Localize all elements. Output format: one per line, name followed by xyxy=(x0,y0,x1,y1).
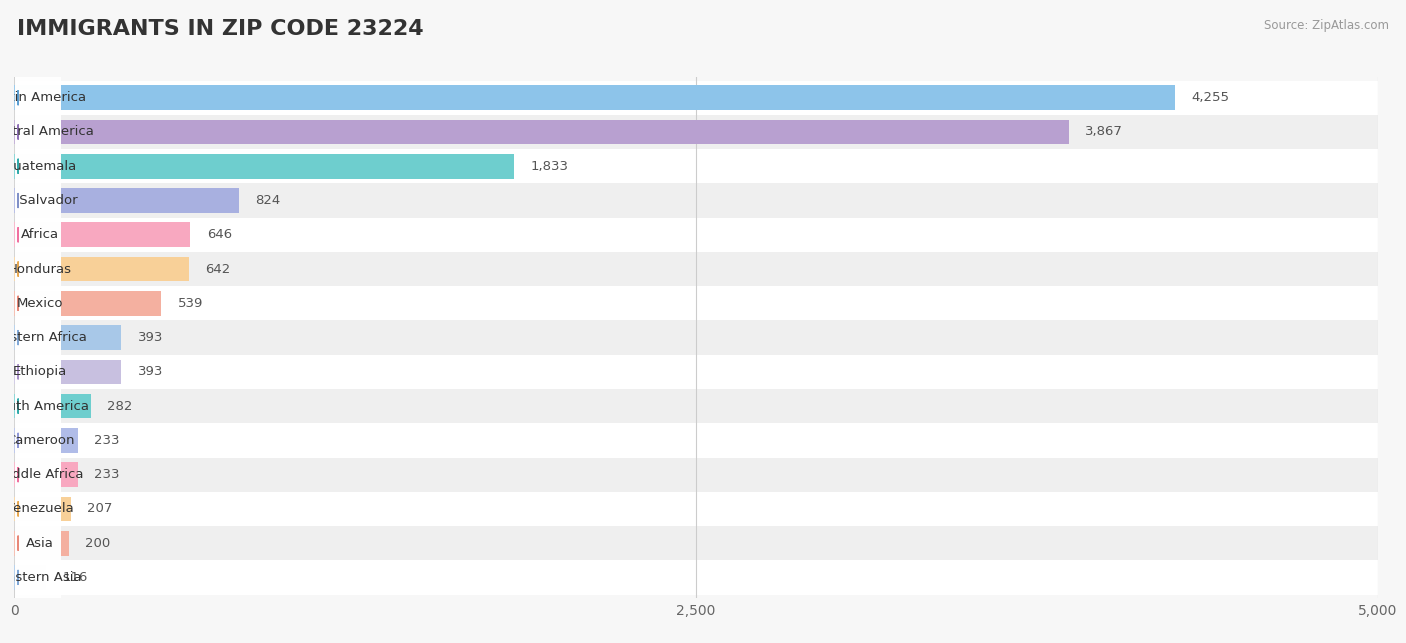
Bar xyxy=(14,359,121,384)
Text: Mexico: Mexico xyxy=(17,297,63,310)
Bar xyxy=(14,80,1378,115)
Bar xyxy=(14,188,239,213)
Text: El Salvador: El Salvador xyxy=(3,194,77,207)
Text: Eastern Asia: Eastern Asia xyxy=(0,571,82,584)
Text: 393: 393 xyxy=(138,365,163,378)
Bar xyxy=(14,154,515,179)
Bar xyxy=(14,291,162,316)
FancyBboxPatch shape xyxy=(15,123,60,278)
Text: Guatemala: Guatemala xyxy=(3,159,77,173)
Text: 642: 642 xyxy=(205,262,231,276)
Bar xyxy=(14,257,190,282)
FancyBboxPatch shape xyxy=(15,466,60,620)
Text: Africa: Africa xyxy=(21,228,59,241)
Text: Eastern Africa: Eastern Africa xyxy=(0,331,87,344)
Text: South America: South America xyxy=(0,399,89,413)
FancyBboxPatch shape xyxy=(15,21,60,175)
Bar xyxy=(14,86,1174,110)
Bar xyxy=(14,183,1378,217)
Bar xyxy=(14,115,1378,149)
FancyBboxPatch shape xyxy=(15,192,60,347)
FancyBboxPatch shape xyxy=(15,500,60,643)
Bar xyxy=(14,325,121,350)
FancyBboxPatch shape xyxy=(15,329,60,484)
FancyBboxPatch shape xyxy=(15,89,60,244)
Text: IMMIGRANTS IN ZIP CODE 23224: IMMIGRANTS IN ZIP CODE 23224 xyxy=(17,19,423,39)
Bar xyxy=(14,458,1378,492)
Text: 207: 207 xyxy=(87,502,112,516)
Text: 3,867: 3,867 xyxy=(1085,125,1123,138)
Text: Latin America: Latin America xyxy=(0,91,86,104)
Bar xyxy=(14,428,77,453)
Bar xyxy=(14,120,1069,144)
Bar xyxy=(14,462,77,487)
Text: Venezuela: Venezuela xyxy=(6,502,75,516)
Text: 282: 282 xyxy=(107,399,132,413)
Text: 1,833: 1,833 xyxy=(530,159,568,173)
Text: 233: 233 xyxy=(94,468,120,481)
FancyBboxPatch shape xyxy=(15,363,60,518)
Bar xyxy=(14,355,1378,389)
Text: 200: 200 xyxy=(84,537,110,550)
FancyBboxPatch shape xyxy=(15,226,60,381)
Bar xyxy=(14,560,1378,595)
Text: Middle Africa: Middle Africa xyxy=(0,468,83,481)
Bar xyxy=(14,423,1378,458)
Bar xyxy=(14,252,1378,286)
Bar xyxy=(14,217,1378,252)
FancyBboxPatch shape xyxy=(15,260,60,415)
Bar xyxy=(14,526,1378,560)
Text: Asia: Asia xyxy=(27,537,53,550)
Text: 824: 824 xyxy=(254,194,280,207)
FancyBboxPatch shape xyxy=(15,397,60,552)
Text: 646: 646 xyxy=(207,228,232,241)
Text: 233: 233 xyxy=(94,434,120,447)
Text: 116: 116 xyxy=(62,571,87,584)
Text: 539: 539 xyxy=(177,297,202,310)
Bar xyxy=(14,394,91,419)
Bar xyxy=(14,496,70,521)
Bar xyxy=(14,565,46,590)
FancyBboxPatch shape xyxy=(15,158,60,312)
Text: Ethiopia: Ethiopia xyxy=(13,365,67,378)
FancyBboxPatch shape xyxy=(15,294,60,449)
FancyBboxPatch shape xyxy=(15,431,60,586)
Text: Honduras: Honduras xyxy=(8,262,72,276)
Bar xyxy=(14,320,1378,355)
Text: Cameroon: Cameroon xyxy=(6,434,75,447)
Bar xyxy=(14,222,190,247)
Bar xyxy=(14,492,1378,526)
Bar xyxy=(14,286,1378,320)
Bar xyxy=(14,531,69,556)
Text: 393: 393 xyxy=(138,331,163,344)
Bar xyxy=(14,149,1378,183)
Text: Central America: Central America xyxy=(0,125,94,138)
FancyBboxPatch shape xyxy=(15,55,60,210)
Bar xyxy=(14,389,1378,423)
Text: Source: ZipAtlas.com: Source: ZipAtlas.com xyxy=(1264,19,1389,32)
Text: 4,255: 4,255 xyxy=(1191,91,1229,104)
